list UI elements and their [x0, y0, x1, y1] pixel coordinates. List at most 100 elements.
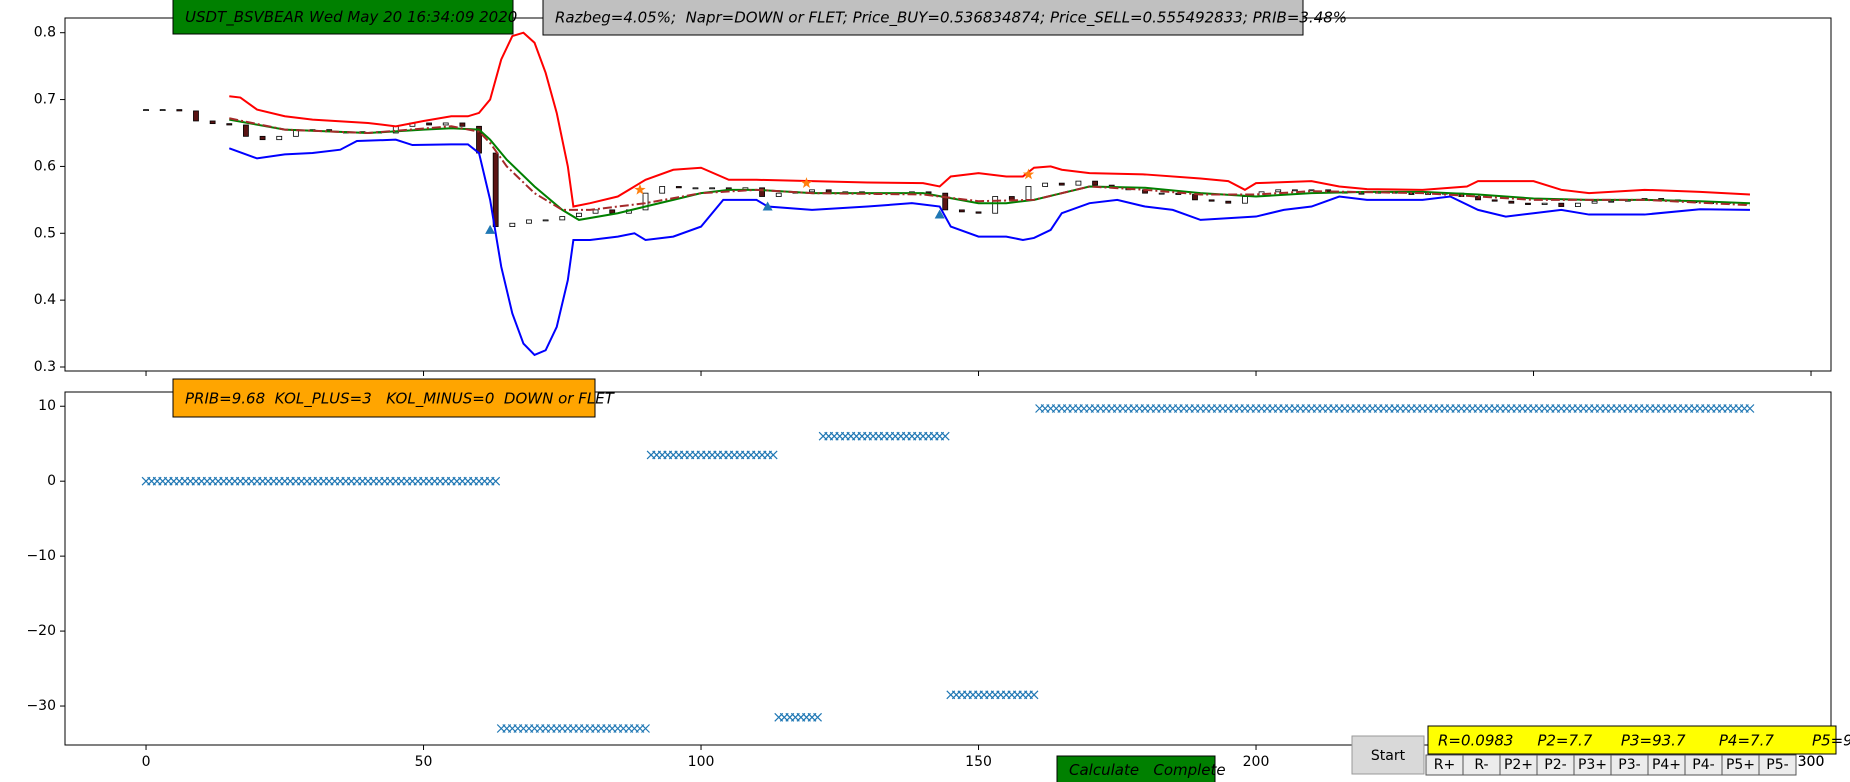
candle [209, 120, 216, 125]
param-button-label[interactable]: R+ [1434, 757, 1455, 773]
candle [226, 123, 233, 126]
candle [609, 209, 616, 214]
candle [1508, 200, 1515, 204]
candle [1158, 192, 1165, 195]
param-button-label[interactable]: P5+ [1726, 757, 1755, 773]
params-text: R=0.0983 P2=7.7 P3=93.7 P4=7.7 P5=93.7 [1438, 732, 1850, 750]
candle [992, 196, 999, 214]
x-tick-label: 150 [965, 754, 992, 770]
y-tick-label: 0.6 [34, 158, 56, 174]
status-text: PRIB=9.68 KOL_PLUS=3 KOL_MINUS=0 DOWN or… [185, 390, 616, 409]
candle [592, 209, 599, 214]
status-text-box [172, 378, 596, 418]
candle [1208, 199, 1215, 202]
candle [1242, 196, 1248, 204]
candle [492, 152, 499, 227]
candle [1192, 194, 1198, 201]
chart-title-box [172, 0, 514, 35]
param-button-label[interactable]: P3- [1618, 757, 1640, 773]
marker [800, 177, 813, 188]
x-tick-label: 0 [142, 754, 151, 770]
candle [243, 124, 249, 137]
candle [1358, 192, 1365, 195]
candle [143, 109, 149, 111]
candle [809, 189, 815, 193]
calc-status-box [1056, 755, 1216, 782]
candle [459, 122, 466, 127]
candle [942, 192, 949, 211]
marker [940, 431, 950, 441]
param-button-label[interactable]: P3+ [1578, 757, 1607, 773]
marker [1029, 690, 1039, 700]
candle [559, 216, 566, 221]
marker [768, 450, 778, 460]
candle [692, 187, 699, 190]
marker [485, 224, 496, 234]
indicator-line [229, 31, 1751, 208]
start-button[interactable] [1351, 735, 1425, 775]
candle [1525, 202, 1531, 205]
start-button-label[interactable]: Start [1371, 748, 1406, 764]
marker [634, 183, 646, 195]
marker [762, 201, 773, 211]
candle [276, 135, 283, 141]
candle [1075, 180, 1082, 186]
x-tick-label: 300 [1798, 754, 1825, 770]
plot-frame [64, 391, 1832, 746]
candle [1558, 202, 1565, 207]
candle [1541, 202, 1548, 205]
candle [675, 186, 682, 189]
candle [259, 135, 266, 141]
marker [641, 724, 650, 733]
param-button-label[interactable]: P5- [1766, 757, 1788, 773]
candle [1058, 182, 1065, 186]
marker [813, 712, 823, 722]
x-tick-label: 300 [1798, 754, 1825, 770]
candle [1491, 199, 1498, 202]
param-button-label[interactable]: P2- [1544, 757, 1566, 773]
candle [1591, 200, 1598, 204]
candle [1291, 189, 1298, 192]
y-tick-label: 0.5 [34, 225, 56, 241]
candle [509, 222, 516, 227]
marker [934, 209, 945, 219]
candle [1275, 189, 1282, 193]
y-tick-label: −20 [26, 623, 56, 639]
marker [491, 476, 501, 486]
x-tick-label: 50 [415, 754, 433, 770]
candle [159, 109, 166, 111]
y-tick-label: −10 [26, 548, 56, 564]
candle [1025, 186, 1032, 201]
y-tick-label: 10 [38, 398, 56, 414]
candle [1575, 202, 1581, 207]
candle [193, 110, 199, 122]
indicator-line [229, 117, 1751, 211]
candle [426, 122, 432, 126]
chart-title: USDT_BSVBEAR Wed May 20 16:34:09 2020 [185, 8, 517, 27]
param-button-label[interactable]: P4- [1692, 757, 1714, 773]
y-tick-label: 0.7 [34, 92, 56, 108]
candle [775, 192, 782, 197]
param-button-label[interactable]: P2+ [1504, 757, 1533, 773]
candle [975, 211, 982, 214]
candle [1042, 182, 1049, 187]
candle [659, 186, 666, 194]
indicator-line [228, 138, 1750, 357]
candle [958, 209, 965, 213]
candle [526, 219, 532, 224]
y-tick-label: 0 [47, 473, 56, 489]
candle [1225, 200, 1232, 204]
candle [642, 192, 649, 211]
candle [709, 187, 716, 190]
candle [1608, 200, 1615, 203]
y-tick-label: 0.3 [34, 359, 56, 375]
param-button-label[interactable]: P4+ [1652, 757, 1681, 773]
candle [1092, 180, 1098, 186]
param-button[interactable] [1758, 754, 1797, 776]
param-button-label[interactable]: R- [1474, 757, 1488, 773]
candle [759, 187, 765, 197]
x-tick-label: 100 [688, 754, 715, 770]
candle [576, 212, 582, 217]
